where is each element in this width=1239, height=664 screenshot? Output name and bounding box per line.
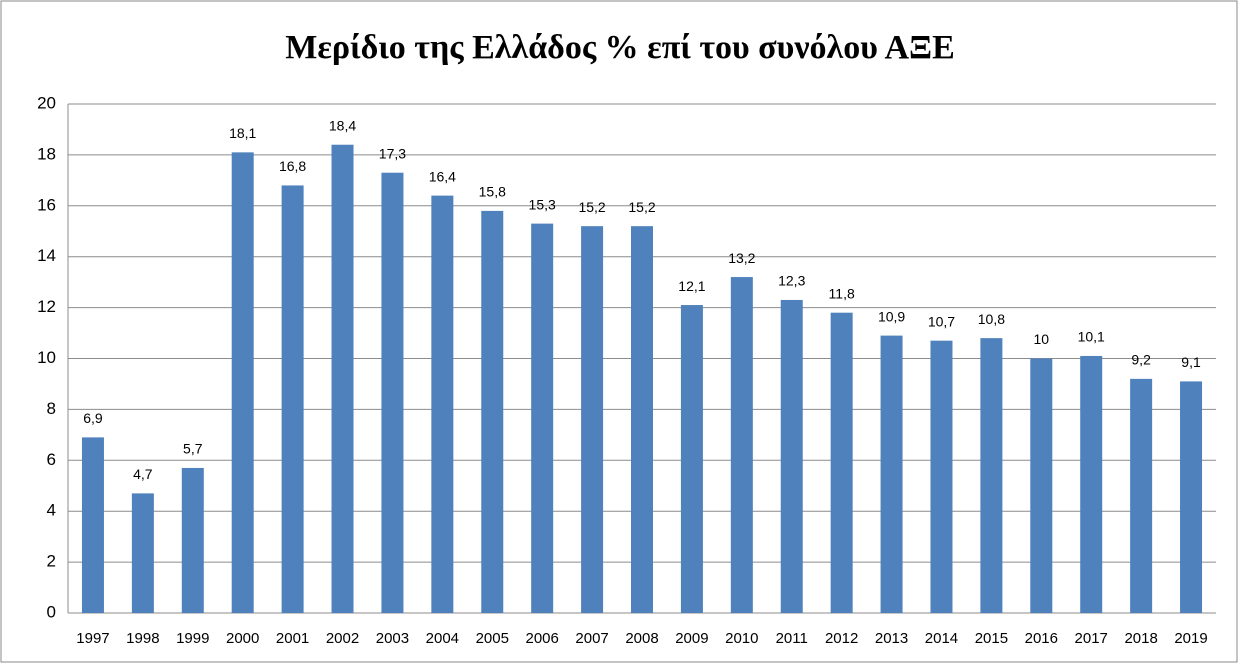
x-tick-label: 2009 [675,630,708,647]
bar [281,185,304,613]
y-tick-label: 20 [37,93,56,112]
bar [1130,378,1153,613]
bar [181,467,204,613]
x-tick-label: 1997 [76,630,109,647]
x-tick-label: 2017 [1075,630,1108,647]
value-label: 10 [1034,331,1050,347]
value-label: 10,9 [878,308,905,324]
y-tick-label: 16 [37,195,56,214]
value-label: 18,4 [329,117,356,133]
value-label: 10,7 [928,313,955,329]
value-label: 15,3 [529,196,556,212]
bar [930,340,953,613]
bar [481,210,504,613]
x-tick-label: 1999 [176,630,209,647]
bar [830,312,853,613]
y-tick-label: 0 [47,602,56,621]
value-label: 5,7 [183,441,203,457]
bar [431,195,454,613]
value-label: 15,2 [578,199,605,215]
y-tick-label: 14 [37,246,56,265]
bar [1080,355,1103,613]
x-tick-label: 2005 [476,630,509,647]
value-label: 13,2 [728,250,755,266]
chart-title: Μερίδιο της Ελλάδος % επί του συνόλου ΑΞ… [285,29,955,66]
x-tick-label: 2014 [925,630,958,647]
value-label: 6,9 [83,410,103,426]
bar [1030,358,1053,613]
x-tick-label: 2006 [525,630,558,647]
y-tick-label: 12 [37,297,56,316]
value-label: 10,8 [978,311,1005,327]
y-tick-label: 2 [47,552,56,571]
bar [880,335,903,613]
value-label: 10,1 [1078,329,1105,345]
bar [1180,381,1203,613]
bar [531,223,554,614]
bar [631,226,653,613]
x-tick-label: 2019 [1174,630,1207,647]
value-label: 18,1 [229,125,256,141]
x-tick-label: 2013 [875,630,908,647]
value-label: 15,8 [479,184,506,200]
value-label: 9,1 [1181,354,1201,370]
x-tick-label: 2003 [376,630,409,647]
value-label: 9,2 [1131,352,1151,368]
x-tick-label: 2018 [1124,630,1157,647]
bar [381,172,404,613]
bar [730,277,753,613]
bar [980,338,1003,613]
y-tick-label: 18 [37,144,56,163]
x-tick-label: 2008 [625,630,658,647]
x-tick-label: 2001 [276,630,309,647]
x-tick-label: 1998 [126,630,159,647]
value-label: 11,8 [829,285,855,301]
bar [680,305,703,613]
y-tick-label: 6 [47,450,56,469]
bar [331,144,354,613]
x-tick-label: 2002 [326,630,359,647]
y-tick-label: 4 [47,501,56,520]
value-label: 16,8 [279,158,306,174]
bar [780,299,803,613]
x-tick-label: 2015 [975,630,1008,647]
x-tick-label: 2010 [725,630,758,647]
bar [131,493,154,613]
x-tick-label: 2016 [1025,630,1058,647]
x-tick-label: 2012 [825,630,858,647]
value-label: 4,7 [133,466,153,482]
y-tick-label: 8 [47,399,56,418]
bar [231,152,254,614]
value-label: 16,4 [429,168,456,184]
value-label: 17,3 [379,145,406,161]
x-tick-label: 2007 [575,630,608,647]
value-label: 12,3 [778,273,805,289]
y-tick-label: 10 [37,348,56,367]
bar [81,437,104,613]
bar [581,226,604,613]
x-tick-label: 2000 [226,630,259,647]
value-label: 12,1 [678,278,705,294]
value-label: 15,2 [628,199,655,215]
x-tick-label: 2011 [776,630,808,647]
x-tick-label: 2004 [426,630,459,647]
